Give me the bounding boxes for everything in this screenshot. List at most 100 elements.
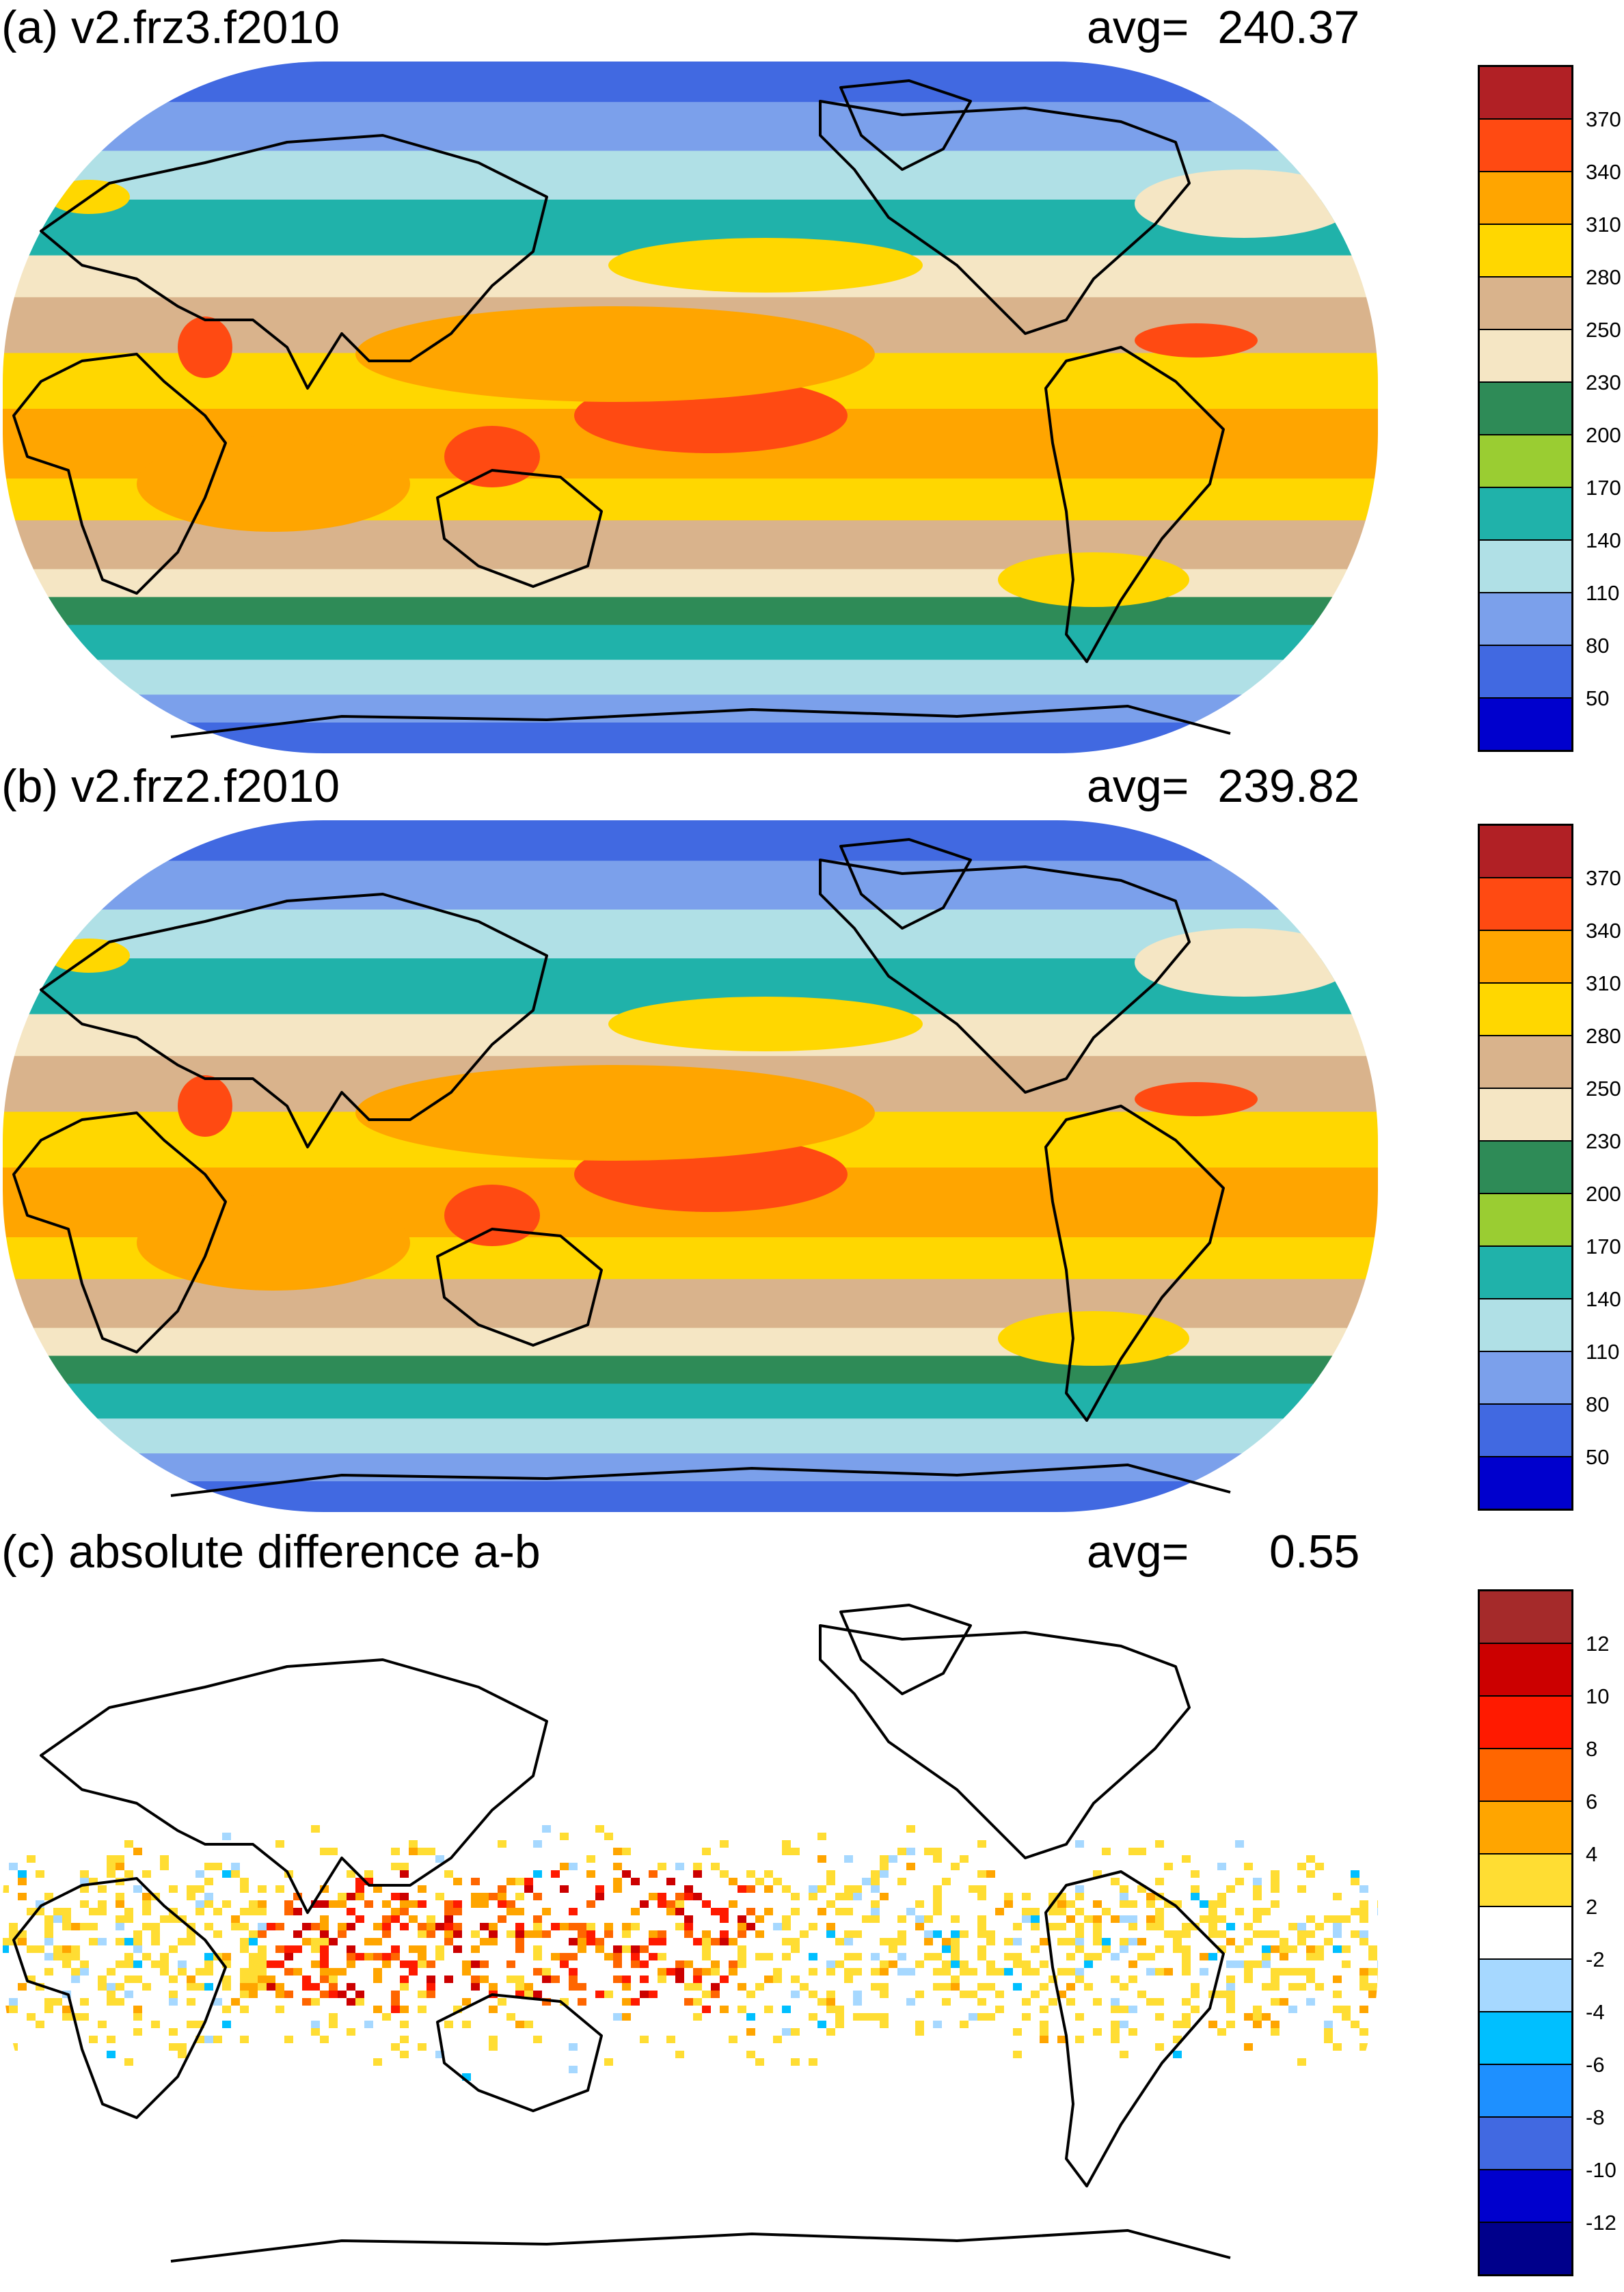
difference-cell bbox=[1315, 1953, 1324, 1960]
difference-cell bbox=[391, 1908, 400, 1915]
difference-cell bbox=[746, 2013, 755, 2021]
difference-cell bbox=[231, 1998, 240, 2006]
difference-cell bbox=[640, 1945, 649, 1953]
coastline bbox=[819, 100, 1191, 335]
difference-cell bbox=[871, 1900, 880, 1908]
difference-cell bbox=[498, 1998, 506, 2006]
difference-cell bbox=[471, 1930, 480, 1938]
difference-cell bbox=[1253, 1878, 1262, 1885]
field-blob bbox=[137, 436, 410, 532]
field-band bbox=[3, 62, 1378, 103]
field-blob bbox=[444, 426, 540, 487]
difference-cell bbox=[480, 1976, 489, 1983]
difference-cell bbox=[960, 2021, 969, 2028]
difference-cell bbox=[1048, 1998, 1057, 2006]
difference-cell bbox=[133, 1848, 142, 1855]
difference-cell bbox=[267, 1923, 275, 1930]
field-band bbox=[3, 1279, 1378, 1329]
difference-cell bbox=[320, 1938, 329, 1945]
panel-average: avg= 239.82 bbox=[1087, 759, 1359, 813]
difference-cell bbox=[1173, 1938, 1182, 1945]
difference-cell bbox=[1377, 1878, 1378, 1885]
difference-cell bbox=[1120, 1893, 1128, 1900]
difference-cell bbox=[480, 1900, 489, 1908]
difference-cell bbox=[782, 1938, 791, 1945]
difference-cell bbox=[649, 1953, 658, 1960]
colorbar-tick-label: 250 bbox=[1586, 1077, 1621, 1101]
difference-cell bbox=[160, 1855, 169, 1863]
difference-cell bbox=[347, 1998, 355, 2006]
difference-cell bbox=[418, 2006, 427, 2013]
difference-cell bbox=[809, 2058, 817, 2066]
difference-cell bbox=[622, 1976, 631, 1983]
difference-cell bbox=[311, 1983, 320, 1991]
difference-cell bbox=[880, 1870, 889, 1878]
difference-cell bbox=[427, 1848, 435, 1855]
colorbar-tick-label: 170 bbox=[1586, 1235, 1621, 1258]
difference-cell bbox=[133, 1938, 142, 1945]
colorbar-swatch bbox=[1480, 1855, 1571, 1907]
difference-cell bbox=[897, 1968, 906, 1976]
colorbar-tick-label: 370 bbox=[1586, 866, 1621, 890]
difference-cell bbox=[1022, 1960, 1031, 1968]
difference-cell bbox=[1040, 1983, 1048, 1991]
difference-cell bbox=[1368, 1968, 1377, 1976]
difference-cell bbox=[178, 2051, 187, 2058]
difference-cell bbox=[62, 1953, 71, 1960]
difference-cell bbox=[418, 1945, 427, 1953]
difference-cell bbox=[3, 1945, 9, 1953]
colorbar-swatch bbox=[1480, 2223, 1571, 2274]
difference-cell bbox=[1102, 1848, 1111, 1855]
difference-cell bbox=[355, 1953, 364, 1960]
difference-cell bbox=[951, 1938, 960, 1945]
difference-cell bbox=[1155, 1908, 1164, 1915]
difference-cell bbox=[222, 1833, 231, 1840]
difference-cell bbox=[924, 1938, 933, 1945]
difference-cell bbox=[658, 1976, 666, 1983]
difference-cell bbox=[1137, 1938, 1146, 1945]
difference-cell bbox=[1022, 1998, 1031, 2006]
difference-cell bbox=[995, 1968, 1004, 1976]
difference-cell bbox=[933, 1953, 942, 1960]
difference-cell bbox=[489, 1983, 498, 1991]
difference-cell bbox=[542, 1998, 551, 2006]
field-band bbox=[3, 861, 1378, 911]
difference-cell bbox=[489, 2043, 498, 2051]
difference-cell bbox=[222, 1870, 231, 1878]
coastline bbox=[170, 2229, 1231, 2263]
difference-cell bbox=[755, 1930, 764, 1938]
difference-cell bbox=[684, 1923, 693, 1930]
difference-cell bbox=[684, 1998, 693, 2006]
coastline bbox=[12, 1877, 227, 2119]
difference-cell bbox=[871, 1953, 880, 1960]
difference-cell bbox=[3, 1885, 9, 1893]
difference-cell bbox=[1359, 1983, 1368, 1991]
difference-cell bbox=[1022, 1915, 1031, 1923]
difference-cell bbox=[720, 1938, 729, 1945]
difference-cell bbox=[578, 1945, 586, 1953]
difference-cell bbox=[1040, 2036, 1048, 2043]
difference-cell bbox=[1182, 1968, 1191, 1976]
difference-cell bbox=[347, 1983, 355, 1991]
difference-cell bbox=[880, 1855, 889, 1863]
difference-cell bbox=[124, 1908, 133, 1915]
difference-cell bbox=[889, 1855, 897, 1863]
difference-cell bbox=[1297, 2058, 1306, 2066]
difference-cell bbox=[1235, 1960, 1244, 1968]
difference-cell bbox=[240, 1983, 249, 1991]
difference-cell bbox=[195, 1900, 204, 1908]
difference-cell bbox=[675, 2051, 684, 2058]
difference-cell bbox=[258, 1930, 267, 1938]
difference-cell bbox=[764, 1870, 773, 1878]
colorbar-swatch bbox=[1480, 2170, 1571, 2223]
difference-cell bbox=[666, 2036, 675, 2043]
difference-cell bbox=[817, 1855, 826, 1863]
colorbar-swatch bbox=[1480, 1247, 1571, 1299]
difference-cell bbox=[258, 1945, 267, 1953]
difference-cell bbox=[347, 1960, 355, 1968]
difference-cell bbox=[338, 1991, 347, 1998]
difference-cell bbox=[906, 1998, 915, 2006]
difference-cell bbox=[578, 1930, 586, 1938]
map-field bbox=[3, 820, 1378, 1512]
difference-cell bbox=[338, 1968, 347, 1976]
